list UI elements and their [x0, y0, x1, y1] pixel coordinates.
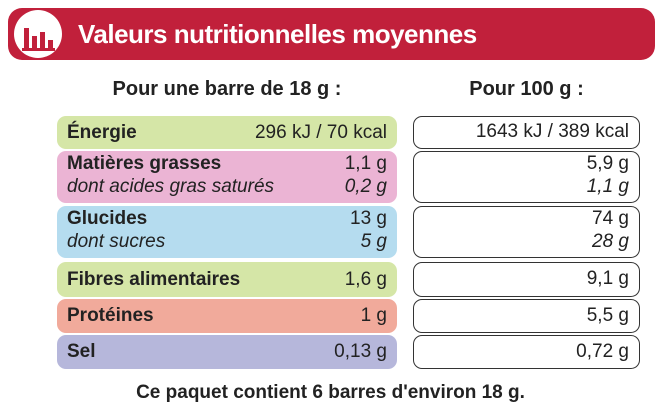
per-100g-value: 74 g: [592, 207, 629, 229]
main-line: Matières grasses 1,1 g: [67, 153, 387, 175]
sub-per-100g-value: 28 g: [592, 230, 629, 252]
main-line: Sel 0,13 g: [67, 341, 387, 363]
main-line: Glucides 13 g: [67, 208, 387, 230]
row-left: Fibres alimentaires 1,6 g: [57, 262, 397, 297]
sub-line: 1,1 g: [424, 176, 629, 198]
nutrient-label: Matières grasses: [67, 153, 222, 174]
main-line: 0,72 g: [424, 341, 629, 363]
main-line: Protéines 1 g: [67, 305, 387, 327]
footer: Ce paquet contient 6 barres d'environ 18…: [136, 382, 525, 403]
main-line: 5,9 g: [424, 153, 629, 175]
per-100g-value: 5,9 g: [586, 152, 629, 174]
per-bar-value: 0,13 g: [334, 341, 387, 362]
row-right: 0,72 g: [413, 335, 640, 369]
main-line: 1643 kJ / 389 kcal: [424, 121, 629, 143]
row-left: Protéines 1 g: [57, 299, 397, 333]
sub-line: dont acides gras saturés 0,2 g: [67, 176, 387, 198]
nutrient-label: Glucides: [67, 208, 148, 229]
per-100g-value: 0,72 g: [576, 340, 629, 362]
main-line: Fibres alimentaires 1,6 g: [67, 269, 387, 291]
main-line: 74 g: [424, 208, 629, 230]
row-right: 5,5 g: [413, 299, 640, 333]
nutrient-label: Protéines: [67, 305, 154, 326]
nutrient-label: Sel: [67, 341, 96, 362]
chart-icon: [14, 10, 62, 58]
row-left: Glucides 13 g dont sucres 5 g: [57, 206, 397, 258]
row-right: 9,1 g: [413, 262, 640, 297]
per-bar-value: 1 g: [360, 305, 387, 326]
per-bar-value: 296 kJ / 70 kcal: [254, 121, 387, 143]
main-line: 9,1 g: [424, 268, 629, 290]
sub-label: dont acides gras saturés: [67, 176, 275, 197]
row-right: 5,9 g 1,1 g: [413, 151, 640, 203]
nutrient-label: Fibres alimentaires: [67, 268, 241, 290]
per-bar-value: 1,6 g: [344, 268, 387, 290]
title-banner: Valeurs nutritionnelles moyennes: [8, 8, 655, 60]
sub-per-bar-value: 0,2 g: [344, 176, 387, 197]
main-line: Énergie 296 kJ / 70 kcal: [67, 122, 387, 144]
column-header: Pour 100 g :: [469, 78, 584, 100]
row-right: 1643 kJ / 389 kcal: [413, 116, 640, 149]
per-100g-value: 9,1 g: [586, 268, 629, 289]
sub-line: 28 g: [424, 231, 629, 253]
row-left: Sel 0,13 g: [57, 335, 397, 369]
per-100g-value: 5,5 g: [586, 304, 629, 326]
per-bar-value: 1,1 g: [344, 153, 387, 174]
sub-per-100g-value: 1,1 g: [586, 175, 629, 197]
title: Valeurs nutritionnelles moyennes: [78, 19, 477, 49]
column-header: Pour une barre de 18 g :: [112, 78, 342, 100]
row-right: 74 g 28 g: [413, 206, 640, 258]
row-left: Matières grasses 1,1 g dont acides gras sa…: [57, 151, 397, 203]
per-bar-value: 13 g: [350, 208, 387, 229]
per-100g-value: 1643 kJ / 389 kcal: [475, 121, 629, 142]
nutrient-label: Énergie: [67, 121, 137, 143]
sub-label: dont sucres: [67, 231, 166, 252]
main-line: 5,5 g: [424, 305, 629, 327]
row-left: Énergie 296 kJ / 70 kcal: [57, 116, 397, 149]
sub-line: dont sucres 5 g: [67, 231, 387, 253]
sub-per-bar-value: 5 g: [360, 231, 387, 252]
